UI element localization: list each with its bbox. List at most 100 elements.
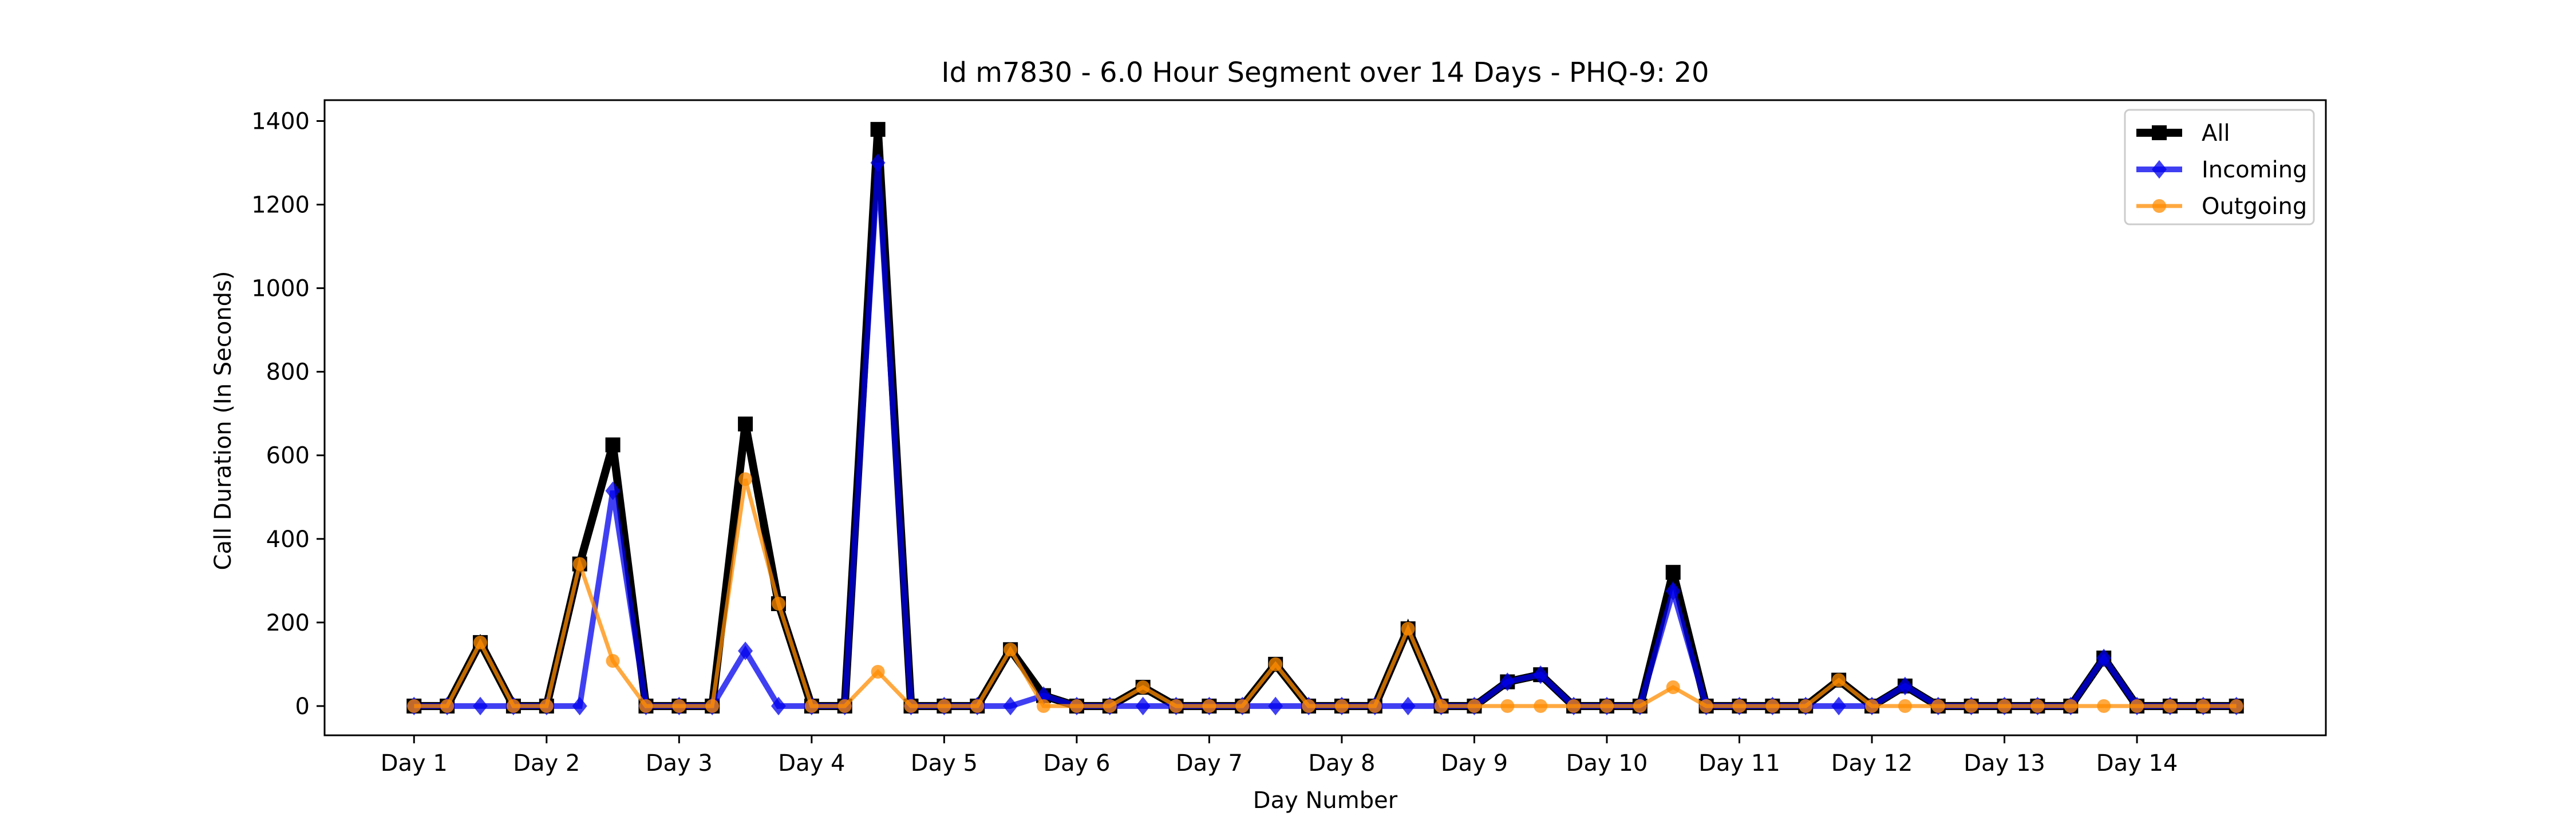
x-tick-label: Day 5 xyxy=(911,750,978,777)
data-point-outgoing xyxy=(1931,699,1945,713)
legend-entry-all: All xyxy=(2136,120,2230,146)
data-point-incoming xyxy=(738,641,753,660)
y-tick-label: 0 xyxy=(295,694,310,720)
data-point-incoming xyxy=(473,696,488,716)
data-point-outgoing xyxy=(672,699,686,713)
data-point-outgoing xyxy=(1103,699,1117,713)
x-tick-label: Day 10 xyxy=(1566,750,1648,777)
data-point-incoming xyxy=(572,696,587,716)
data-point-incoming xyxy=(1268,696,1283,716)
data-point-outgoing xyxy=(705,699,720,713)
data-point-outgoing xyxy=(606,654,620,668)
plot-frame xyxy=(323,99,2327,736)
x-tick-label: Day 11 xyxy=(1698,750,1780,777)
data-point-outgoing xyxy=(1334,699,1349,713)
y-tick-label: 200 xyxy=(266,610,310,636)
data-point-outgoing xyxy=(2229,699,2243,713)
data-point-incoming xyxy=(2096,648,2112,668)
data-point-outgoing xyxy=(904,699,918,713)
data-point-outgoing xyxy=(1964,699,1978,713)
legend-label: All xyxy=(2202,120,2230,146)
series-line-incoming xyxy=(414,163,2237,709)
data-point-outgoing xyxy=(1666,680,1680,695)
data-point-outgoing xyxy=(1898,699,1912,713)
x-axis-label: Day Number xyxy=(1253,787,1398,814)
series-incoming xyxy=(406,153,2244,716)
data-point-incoming xyxy=(1400,696,1416,716)
x-tick-label: Day 8 xyxy=(1308,750,1375,777)
legend-marker xyxy=(2152,160,2167,179)
data-point-incoming xyxy=(1135,696,1151,716)
data-point-incoming xyxy=(1897,676,1913,696)
data-point-outgoing xyxy=(2030,699,2045,713)
data-point-outgoing xyxy=(1069,699,1084,713)
data-point-outgoing xyxy=(1997,699,2012,713)
y-tick-label: 800 xyxy=(266,359,310,386)
data-point-outgoing xyxy=(1765,699,1780,713)
data-point-outgoing xyxy=(1534,699,1548,713)
x-tick-label: Day 3 xyxy=(646,750,713,777)
data-point-outgoing xyxy=(1434,699,1448,713)
data-point-outgoing xyxy=(1169,699,1183,713)
legend-marker xyxy=(2152,125,2167,140)
data-point-outgoing xyxy=(1302,699,1316,713)
data-point-all xyxy=(605,437,621,453)
data-point-outgoing xyxy=(1235,699,1250,713)
data-point-outgoing xyxy=(970,699,985,713)
x-tick-label: Day 7 xyxy=(1176,750,1243,777)
data-point-outgoing xyxy=(871,665,885,679)
data-point-outgoing xyxy=(2097,699,2111,713)
data-point-outgoing xyxy=(440,699,455,713)
x-tick-label: Day 1 xyxy=(381,750,448,777)
data-point-incoming xyxy=(1831,696,1847,716)
data-point-incoming xyxy=(870,153,886,172)
data-point-outgoing xyxy=(771,596,785,611)
data-point-all xyxy=(738,416,753,431)
data-point-outgoing xyxy=(2163,699,2177,713)
x-tick-label: Day 9 xyxy=(1441,750,1508,777)
data-point-outgoing xyxy=(1699,699,1713,713)
data-point-outgoing xyxy=(1865,699,1879,713)
data-point-outgoing xyxy=(1633,699,1647,713)
x-tick-label: Day 12 xyxy=(1831,750,1913,777)
data-point-outgoing xyxy=(1202,699,1216,713)
data-point-outgoing xyxy=(1567,699,1581,713)
data-point-outgoing xyxy=(539,699,554,713)
series-line-outgoing xyxy=(414,478,2237,708)
legend-marker xyxy=(2152,199,2166,213)
legend-label: Outgoing xyxy=(2202,193,2307,220)
series-outgoing xyxy=(407,472,2243,713)
y-tick-label: 1200 xyxy=(251,192,310,219)
y-axis-label: Call Duration (In Seconds) xyxy=(210,271,236,571)
x-tick-label: Day 13 xyxy=(1963,750,2045,777)
y-tick-label: 600 xyxy=(266,443,310,469)
y-tick-label: 1400 xyxy=(251,109,310,135)
data-point-incoming xyxy=(1003,696,1018,716)
x-tick-label: Day 2 xyxy=(513,750,580,777)
data-point-incoming xyxy=(1665,581,1681,601)
x-tick-label: Day 14 xyxy=(2096,750,2178,777)
data-point-outgoing xyxy=(572,557,587,571)
data-point-outgoing xyxy=(1599,699,1614,713)
data-point-incoming xyxy=(605,481,621,501)
y-tick-label: 400 xyxy=(266,526,310,553)
data-point-outgoing xyxy=(2064,699,2078,713)
data-point-outgoing xyxy=(506,699,520,713)
data-point-outgoing xyxy=(473,635,488,649)
data-point-outgoing xyxy=(1401,621,1415,636)
data-point-outgoing xyxy=(1467,699,1481,713)
series-line-all xyxy=(414,129,2237,711)
legend-label: Incoming xyxy=(2202,157,2307,183)
data-point-outgoing xyxy=(804,699,819,713)
data-point-outgoing xyxy=(1832,673,1846,687)
series-all xyxy=(406,122,2244,714)
data-point-outgoing xyxy=(837,699,852,713)
data-point-outgoing xyxy=(1037,699,1051,713)
data-point-outgoing xyxy=(1732,699,1747,713)
data-point-outgoing xyxy=(738,472,753,486)
data-point-outgoing xyxy=(1269,657,1283,671)
data-point-all xyxy=(1665,565,1681,580)
data-point-outgoing xyxy=(2130,699,2144,713)
